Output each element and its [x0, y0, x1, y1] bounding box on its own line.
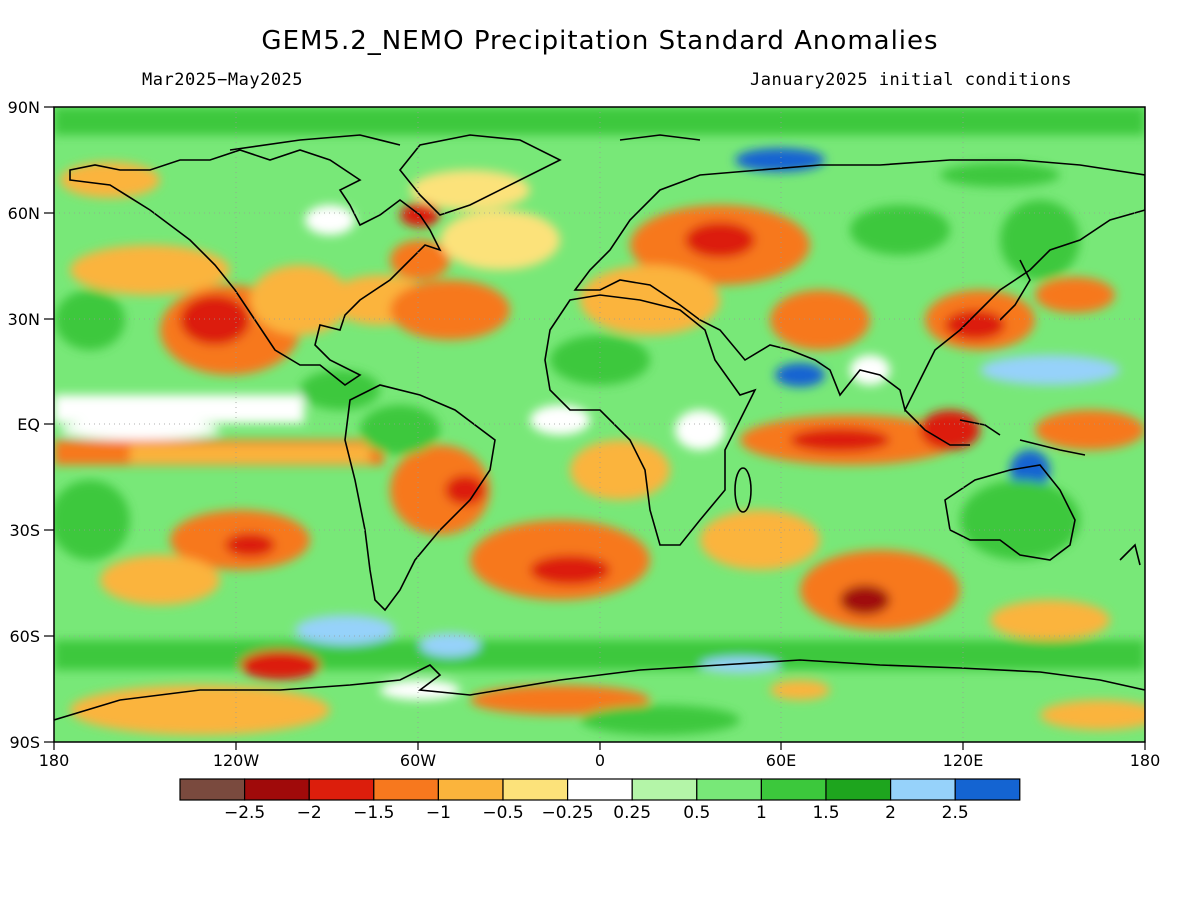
legend-swatch	[954, 778, 1021, 801]
graticule	[54, 107, 1145, 742]
legend-label: 0.25	[613, 803, 651, 823]
legend-label: −2.5	[224, 803, 265, 823]
lon-label: 60E	[766, 751, 796, 770]
legend-swatch	[760, 778, 827, 801]
lon-label: 180	[39, 751, 70, 770]
lat-label: EQ	[17, 415, 40, 434]
lon-label: 180	[1130, 751, 1161, 770]
lat-label: 90N	[8, 98, 40, 117]
legend-label: −1.5	[353, 803, 394, 823]
legend-swatch	[889, 778, 956, 801]
legend-label: 2	[885, 803, 896, 823]
lon-label: 60W	[400, 751, 436, 770]
lat-label: 30S	[9, 521, 40, 540]
legend-label: 1	[756, 803, 767, 823]
legend-swatch	[631, 778, 698, 801]
anomaly-field	[54, 107, 1145, 742]
legend-swatch	[825, 778, 892, 801]
lat-label: 60S	[9, 627, 40, 646]
legend-swatch	[696, 778, 762, 801]
legend-swatch	[566, 778, 633, 801]
color-legend	[179, 778, 1021, 801]
lon-label: 120E	[943, 751, 984, 770]
lat-label: 90S	[9, 733, 40, 752]
legend-labels: −2.5 −2 −1.5 −1 −0.5 −0.25 0.25 0.5 1 1.5 2 2.5	[224, 803, 969, 823]
legend-label: −2	[297, 803, 322, 823]
period-label: Mar2025−May2025	[142, 70, 304, 90]
legend-swatch	[244, 778, 310, 801]
legend-swatch	[437, 778, 504, 801]
legend-swatch	[373, 778, 439, 801]
legend-label: 2.5	[942, 803, 969, 823]
lon-label: 0	[595, 751, 605, 770]
lon-label: 120W	[213, 751, 260, 770]
legend-label: −1	[426, 803, 451, 823]
legend-label: 1.5	[812, 803, 839, 823]
map-title: GEM5.2_NEMO Precipitation Standard Anoma…	[261, 26, 939, 56]
axis-ticks	[44, 106, 1146, 750]
legend-swatch	[308, 778, 375, 801]
legend-label: −0.5	[482, 803, 523, 823]
legend-label: 0.5	[683, 803, 710, 823]
lat-label: 30N	[8, 310, 40, 329]
legend-swatch	[179, 778, 246, 801]
initial-conditions-label: January2025 initial conditions	[750, 70, 1073, 90]
latitude-labels: 90N 60N 30N EQ 30S 60S 90S	[8, 98, 40, 752]
longitude-labels: 180 120W 60W 0 60E 120E 180	[39, 751, 1161, 770]
coastlines	[54, 134, 1145, 721]
lat-label: 60N	[8, 204, 40, 223]
legend-swatch	[502, 778, 569, 801]
legend-label: −0.25	[542, 803, 594, 823]
